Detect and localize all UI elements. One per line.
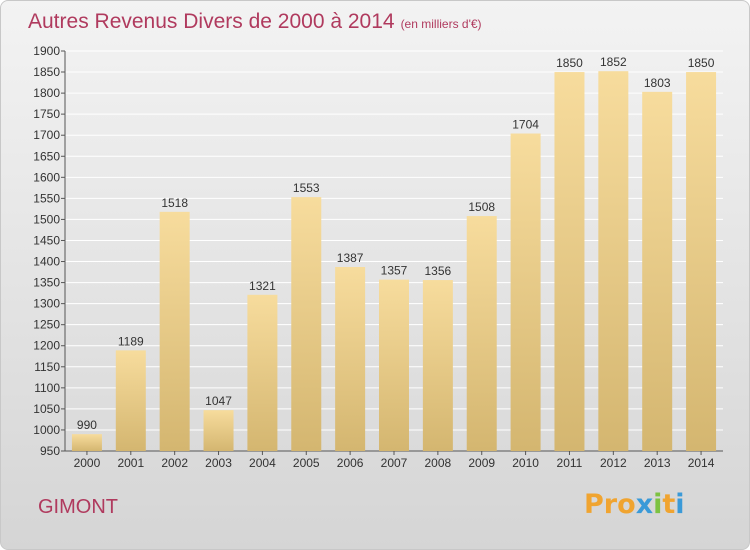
y-tick-label: 1650 bbox=[33, 149, 60, 163]
bar-2010 bbox=[510, 133, 541, 452]
y-tick-label: 1200 bbox=[33, 339, 60, 353]
y-tick-label: 1700 bbox=[33, 128, 60, 142]
data-label-2013: 1803 bbox=[644, 76, 671, 90]
chart-title-text: Autres Revenus Divers de 2000 à 2014 bbox=[28, 10, 395, 33]
y-tick-label: 950 bbox=[40, 444, 60, 458]
data-label-2012: 1852 bbox=[600, 55, 627, 69]
bar-2006 bbox=[335, 267, 366, 451]
x-tick-label-2010: 2010 bbox=[512, 456, 539, 470]
data-label-2006: 1387 bbox=[337, 251, 364, 265]
x-tick-label-2007: 2007 bbox=[381, 456, 408, 470]
x-tick-label-2006: 2006 bbox=[337, 456, 364, 470]
data-label-2000: 990 bbox=[77, 418, 97, 432]
x-tick-label-2012: 2012 bbox=[600, 456, 627, 470]
logo-letter: r bbox=[603, 489, 618, 520]
data-label-2014: 1850 bbox=[688, 56, 715, 70]
x-tick-label-2011: 2011 bbox=[557, 456, 583, 470]
data-label-2002: 1518 bbox=[161, 196, 188, 210]
bar-2007 bbox=[379, 279, 409, 451]
y-tick-label: 1450 bbox=[33, 233, 60, 247]
labels: 950 1000 1050 1100 1150 1200 1250 1300 1350 1400 1… bbox=[33, 44, 714, 470]
data-label-2010: 1704 bbox=[512, 118, 539, 132]
x-tick-label-2005: 2005 bbox=[293, 456, 320, 470]
data-label-2008: 1356 bbox=[425, 264, 452, 278]
proxiti-logo[interactable]: Proxiti bbox=[584, 489, 685, 520]
x-tick-label-2001: 2001 bbox=[117, 456, 144, 470]
y-tick-label: 1500 bbox=[33, 212, 60, 226]
bars bbox=[71, 71, 717, 452]
y-tick-label: 1250 bbox=[33, 318, 60, 332]
bar-2009 bbox=[466, 216, 497, 451]
x-tick-label-2009: 2009 bbox=[468, 456, 495, 470]
y-tick-label: 1850 bbox=[33, 65, 60, 79]
bar-2002 bbox=[159, 211, 190, 451]
bar-2005 bbox=[291, 197, 322, 451]
y-tick-label: 1550 bbox=[33, 191, 60, 205]
y-tick-label: 1150 bbox=[34, 360, 60, 374]
bar-2001 bbox=[115, 350, 146, 451]
logo-letter: o bbox=[617, 489, 636, 520]
y-tick-label: 1600 bbox=[33, 170, 60, 184]
data-label-2001: 1189 bbox=[118, 334, 144, 348]
y-tick-label: 1750 bbox=[33, 107, 60, 121]
city-name: GIMONT bbox=[38, 496, 118, 518]
y-tick-label: 1350 bbox=[33, 276, 60, 290]
y-tick-label: 1800 bbox=[33, 86, 60, 100]
x-tick-label-2003: 2003 bbox=[205, 456, 232, 470]
bar-2003 bbox=[203, 410, 234, 451]
data-label-2011: 1850 bbox=[556, 56, 583, 70]
data-label-2004: 1321 bbox=[249, 279, 276, 293]
y-tick-label: 1300 bbox=[33, 297, 60, 311]
data-label-2005: 1553 bbox=[293, 181, 320, 195]
logo-letter: t bbox=[662, 489, 676, 520]
chart-title: Autres Revenus Divers de 2000 à 2014 (en … bbox=[28, 10, 482, 34]
y-tick-label: 1000 bbox=[33, 423, 60, 437]
logo-letter: i bbox=[653, 489, 663, 520]
y-tick-label: 1400 bbox=[33, 255, 60, 269]
bar-2012 bbox=[598, 71, 629, 452]
x-tick-label-2014: 2014 bbox=[688, 456, 715, 470]
bar-2011 bbox=[554, 72, 585, 451]
bar-2008 bbox=[422, 280, 453, 451]
chart-subtitle: (en milliers d'€) bbox=[400, 17, 482, 31]
logo-letter: P bbox=[584, 489, 604, 520]
x-tick-label-2008: 2008 bbox=[425, 456, 452, 470]
logo-letter: x bbox=[635, 489, 654, 520]
data-label-2007: 1357 bbox=[381, 264, 408, 278]
y-tick-label: 1050 bbox=[33, 402, 60, 416]
bar-2004 bbox=[247, 294, 278, 451]
bar-2014 bbox=[686, 72, 717, 451]
bar-2013 bbox=[642, 91, 673, 451]
x-tick-label-2004: 2004 bbox=[249, 456, 276, 470]
x-tick-label-2013: 2013 bbox=[644, 456, 671, 470]
data-label-2003: 1047 bbox=[205, 394, 232, 408]
y-tick-label: 1100 bbox=[34, 381, 60, 395]
x-tick-label-2002: 2002 bbox=[161, 456, 188, 470]
y-tick-label: 1900 bbox=[33, 44, 60, 58]
data-label-2009: 1508 bbox=[468, 200, 495, 214]
logo-letter: i bbox=[675, 489, 685, 520]
bar-2000 bbox=[71, 434, 102, 451]
x-tick-label-2000: 2000 bbox=[74, 456, 101, 470]
